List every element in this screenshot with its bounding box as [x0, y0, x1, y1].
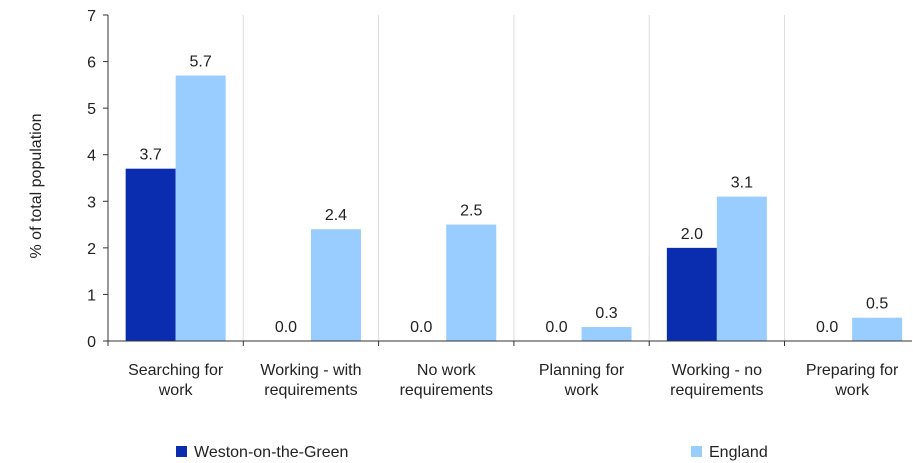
- y-tick-label: 1: [87, 287, 96, 304]
- data-label: 0.0: [410, 319, 432, 336]
- labels-layer: 3.7 5.7 Searching for work 0.0 2.4 Working - w…: [128, 54, 899, 399]
- data-label: 5.7: [190, 54, 212, 71]
- grid-layer: [242, 15, 785, 341]
- y-tick-label: 0: [87, 334, 96, 351]
- y-tick-label: 5: [87, 101, 96, 118]
- data-label: 2.0: [681, 226, 703, 243]
- legend-label: Weston-on-the-Green: [194, 444, 348, 461]
- data-label: 3.1: [731, 175, 753, 192]
- legend-swatch: [176, 446, 187, 457]
- bar: [581, 327, 632, 341]
- data-label: 0.0: [816, 319, 838, 336]
- data-label: 0.3: [595, 305, 617, 322]
- data-label: 3.7: [140, 147, 162, 164]
- data-label: 0.0: [545, 319, 567, 336]
- bar: [852, 317, 903, 341]
- x-tick-label: Planning for work: [539, 362, 625, 399]
- bar: [446, 224, 497, 341]
- y-tick-label: 3: [87, 194, 96, 211]
- y-tick-label: 4: [87, 148, 96, 165]
- x-tick-label: No work requirements: [400, 362, 493, 399]
- axis-layer: 0 1 2 3 4 5 6 7: [87, 8, 912, 351]
- data-label: 2.4: [325, 207, 347, 224]
- legend: Weston-on-the-Green England: [176, 444, 768, 461]
- data-label: 2.5: [460, 203, 482, 220]
- y-tick-label: 2: [87, 241, 96, 258]
- bar: [175, 75, 226, 342]
- data-label: 0.0: [275, 319, 297, 336]
- bar: [666, 247, 717, 341]
- bars-layer: [125, 75, 903, 342]
- x-tick-label: Searching for work: [128, 362, 224, 399]
- bar: [310, 229, 361, 341]
- legend-swatch: [691, 446, 702, 457]
- y-tick-label: 7: [87, 8, 96, 25]
- x-tick-label: Preparing for work: [806, 362, 899, 399]
- bar: [716, 196, 767, 341]
- y-tick-label: 6: [87, 55, 96, 72]
- x-tick-label: Working - no requirements: [670, 362, 763, 399]
- y-axis-title: % of total population: [28, 114, 45, 259]
- bar: [125, 168, 176, 341]
- data-label: 0.5: [866, 296, 888, 313]
- x-tick-label: Working - with requirements: [260, 362, 361, 399]
- legend-label: England: [709, 444, 768, 461]
